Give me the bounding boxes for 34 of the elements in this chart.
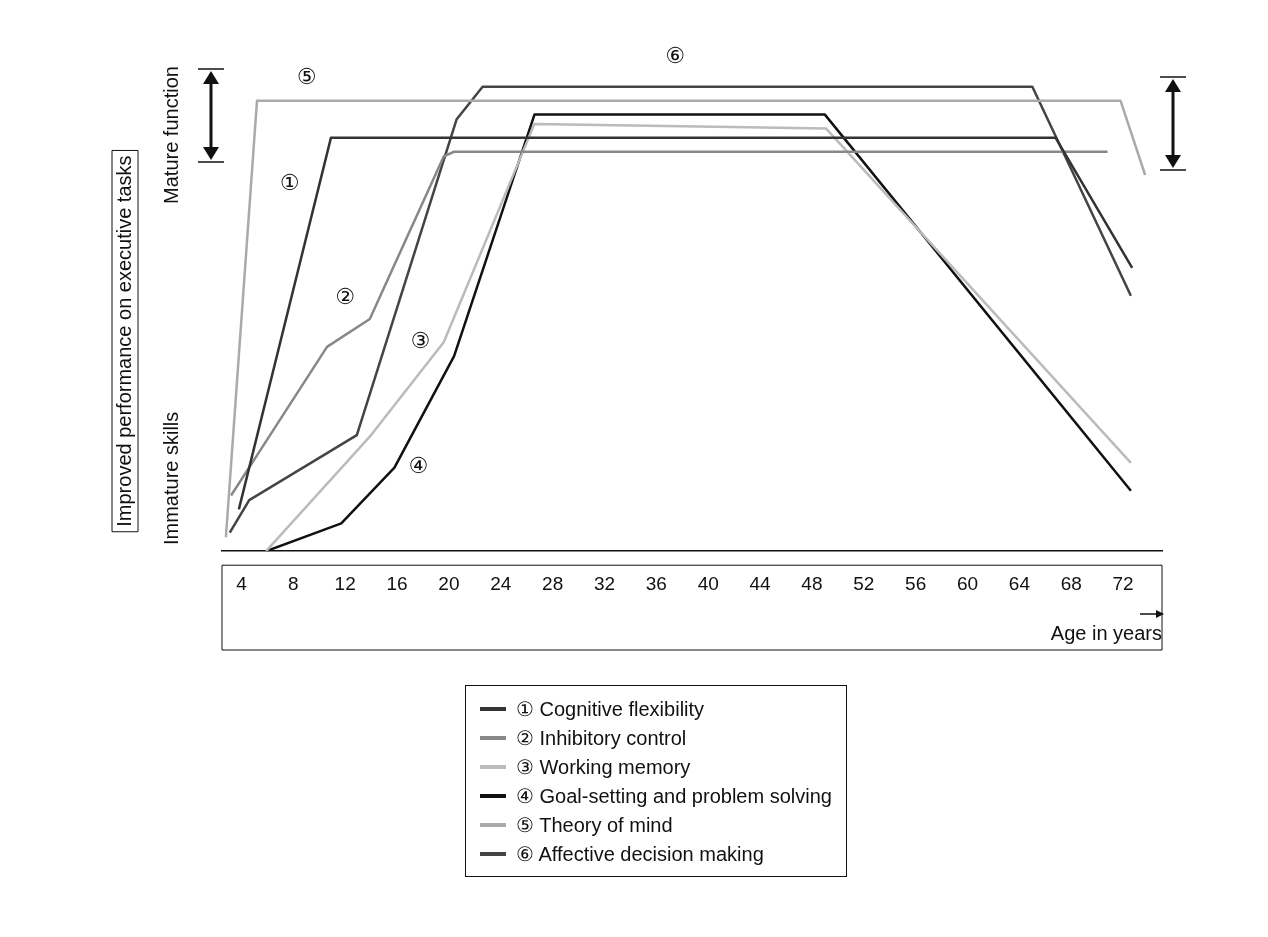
legend-label: ③ Working memory [516,754,691,779]
x-tick-label: 20 [438,572,460,594]
x-tick-label: 12 [334,572,356,594]
x-tick-label: 40 [697,572,719,594]
x-tick-label: 8 [288,572,299,594]
x-tick-label: 16 [386,572,408,594]
legend-label: ⑤ Theory of mind [516,812,673,837]
legend-label: ① Cognitive flexibility [516,696,705,721]
y-axis-title: Improved performance on executive tasks [112,155,135,527]
x-tick-label: 60 [956,572,979,594]
x-tick-label: 68 [1060,572,1082,594]
text: Mature function [159,66,182,204]
x-tick-label: 64 [1008,572,1031,594]
x-tick-label: 4 [236,572,248,594]
annotation: ⑤ [296,63,317,89]
x-tick-label: 48 [801,572,823,594]
x-tick-label: 28 [542,572,564,594]
x-tick-label: 72 [1112,572,1134,594]
x-tick-label: 24 [490,572,512,594]
legend-label: ② Inhibitory control [516,725,687,750]
annotation: ③ [410,328,431,354]
x-tick-label: 44 [749,572,772,594]
legend-label: ④ Goal-setting and problem solving [516,783,832,808]
x-tick-label: 32 [593,572,616,594]
annotation: ② [335,283,356,309]
legend-label: ⑥ Affective decision making [516,841,764,866]
text: Immature skills [159,411,182,546]
text: ⑥ [665,42,685,68]
x-tick-label: 52 [853,572,875,594]
x-tick-label: 36 [645,572,667,594]
annotation: ④ [408,452,429,478]
annotation: ① [279,169,300,195]
x-tick-label: 56 [905,572,927,594]
x-axis-title: Age in years [1050,621,1162,644]
